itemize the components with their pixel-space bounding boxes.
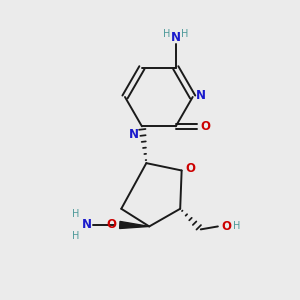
Text: O: O: [221, 220, 231, 233]
Text: H: H: [181, 29, 188, 39]
Text: H: H: [232, 221, 240, 231]
Text: O: O: [107, 218, 117, 232]
Text: H: H: [72, 209, 79, 219]
Polygon shape: [120, 221, 149, 229]
Text: N: N: [82, 218, 92, 232]
Text: O: O: [201, 120, 211, 133]
Text: H: H: [163, 29, 171, 39]
Text: O: O: [185, 162, 195, 175]
Text: N: N: [129, 128, 139, 141]
Text: N: N: [171, 31, 181, 44]
Text: N: N: [196, 89, 206, 102]
Text: H: H: [72, 231, 79, 241]
